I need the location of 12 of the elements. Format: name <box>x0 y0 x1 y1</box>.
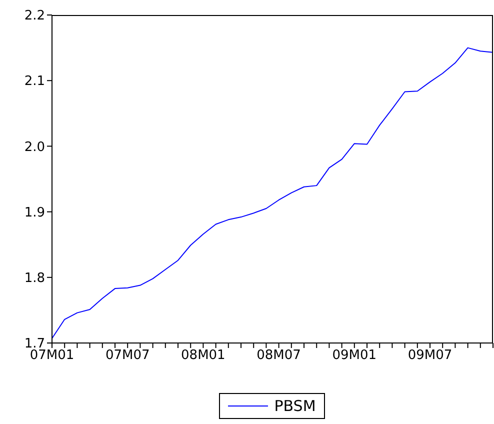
y-tick-label: 2.2 <box>24 8 45 24</box>
x-tick-label: 08M07 <box>256 348 301 364</box>
y-tick-label: 1.8 <box>24 271 45 286</box>
y-tick-label: 2.0 <box>24 140 45 155</box>
legend-label: PBSM <box>274 397 316 415</box>
x-tick-label: 09M01 <box>332 348 377 364</box>
y-tick-label: 2.1 <box>24 74 45 90</box>
x-tick-label: 07M01 <box>30 348 74 364</box>
x-tick-label: 09M07 <box>408 348 452 364</box>
x-tick-label: 08M01 <box>181 348 226 364</box>
y-tick-label: 1.9 <box>24 205 45 220</box>
x-tick-label: 07M07 <box>105 348 150 364</box>
